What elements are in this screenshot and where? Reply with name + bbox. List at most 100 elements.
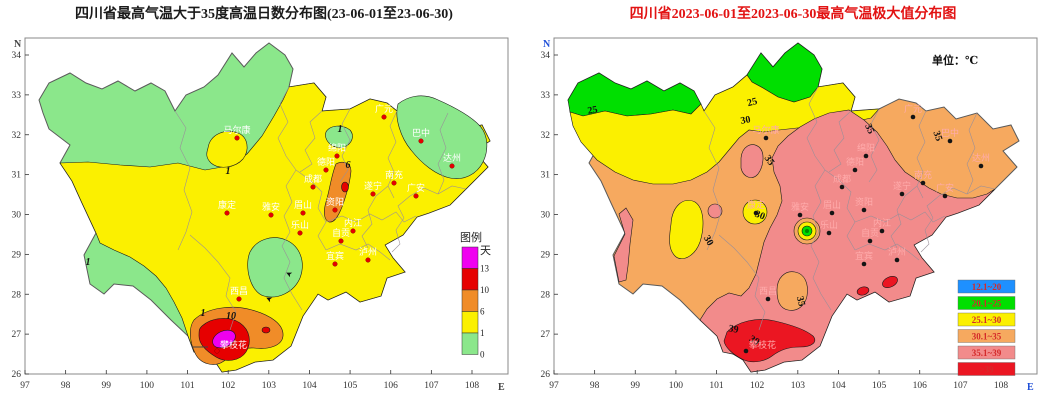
city-dot	[334, 153, 340, 159]
y-tick-label: 27	[541, 330, 551, 340]
emei-cool-spot	[793, 217, 821, 245]
city-dot	[332, 207, 338, 213]
right-x-axis: 97 98 99 100 101 102 103 104 105 106 107 108	[549, 370, 1008, 391]
city-label: 达州	[972, 152, 990, 163]
temperature-unit-label: 单位：℃	[932, 53, 978, 67]
left-contour-labels: 1 1 1 1 6 10 ➤ ➤	[86, 124, 351, 322]
y-tick-label: 30	[12, 211, 22, 221]
city-dot	[867, 238, 873, 244]
contour-label: 30	[740, 114, 752, 127]
y-tick-label: 28	[12, 290, 22, 300]
right-map-title: 四川省2023-06-01至2023-06-30最高气温极大值分布图	[630, 5, 957, 22]
city-label: 南充	[385, 169, 403, 180]
city-label: 成都	[304, 173, 322, 184]
x-tick-label: 104	[302, 381, 317, 391]
city-label: 雅安	[791, 201, 809, 212]
city-dot	[765, 296, 771, 302]
city-dot	[370, 191, 376, 197]
legend-range-label: 35.1~39	[972, 348, 1002, 358]
left-compass-east: E	[498, 382, 505, 393]
city-dot	[743, 348, 749, 354]
contour-label: 30	[701, 234, 716, 248]
legend-swatch	[957, 329, 1016, 343]
right-compass-east: E	[1027, 382, 1034, 393]
x-tick-label: 105	[343, 381, 358, 391]
y-tick-label: 27	[12, 330, 22, 340]
legend-swatch	[957, 279, 1016, 294]
city-dot	[899, 191, 905, 197]
x-tick-label: 100	[669, 381, 684, 391]
city-dot	[861, 261, 867, 267]
x-tick-label: 97	[549, 381, 559, 391]
city-label: 广元	[375, 103, 393, 114]
city-label: 内江	[873, 217, 891, 228]
city-label: 达州	[443, 152, 461, 163]
city-dot	[449, 163, 455, 169]
legend-range-label: 25.1~30	[972, 315, 1002, 325]
city-label: 遂宁	[893, 180, 911, 191]
city-dot	[920, 180, 926, 186]
city-dot	[894, 257, 900, 263]
right-map-frame	[553, 37, 1038, 375]
city-label: 康定	[218, 199, 236, 210]
x-tick-label: 104	[831, 381, 846, 391]
contour-label: 39	[747, 334, 761, 349]
left-compass-north: N	[14, 39, 22, 50]
y-tick-label: 30	[541, 211, 551, 221]
x-tick-label: 106	[913, 381, 928, 391]
city-label: 马尔康	[752, 124, 779, 135]
contour-label: 35	[930, 130, 944, 143]
contour-label: 25	[746, 96, 759, 109]
city-label: 西昌	[759, 286, 777, 296]
x-tick-label: 103	[791, 381, 806, 391]
city-label: 遂宁	[364, 180, 382, 191]
legend-value: 1	[480, 328, 485, 338]
city-dot	[826, 230, 832, 236]
city-dot	[214, 348, 220, 354]
right-map-drawing	[567, 42, 1020, 373]
city-dot	[942, 193, 948, 199]
legend-swatch	[461, 268, 479, 291]
city-dot	[861, 207, 867, 213]
x-tick-label: 99	[631, 381, 641, 391]
city-dot	[391, 180, 397, 186]
right-legend: 12.1~20 20.1~25 25.1~30 30.1~35 35.1~39 >39	[957, 279, 1016, 376]
city-label: 广安	[936, 182, 954, 193]
legend-range-label: 20.1~25	[972, 299, 1002, 309]
legend-swatch	[461, 311, 479, 334]
city-dot	[300, 210, 306, 216]
city-label: 眉山	[294, 200, 312, 210]
legend-value: 13	[480, 264, 490, 274]
legend-swatch	[957, 345, 1016, 360]
city-label: 攀枝花	[749, 339, 776, 350]
city-label: 宜宾	[855, 250, 873, 261]
y-tick-label: 29	[12, 250, 22, 260]
city-label: 巴中	[412, 127, 430, 138]
x-tick-label: 100	[140, 381, 155, 391]
left-legend-unit: 天	[480, 245, 491, 257]
x-tick-label: 98	[61, 381, 71, 391]
panel-max-temp-map: 四川省2023-06-01至2023-06-30最高气温极大值分布图 N E 单…	[529, 0, 1058, 417]
city-dot	[863, 153, 869, 159]
city-label: 康定	[747, 199, 765, 210]
contour-label: 1	[86, 257, 91, 268]
city-dot	[350, 228, 356, 234]
x-tick-label: 102	[750, 381, 765, 391]
left-map-title: 四川省最高气温大于35度高温日数分布图(23-06-01至23-06-30)	[75, 5, 453, 22]
contour-label: 1	[338, 124, 343, 135]
left-y-axis: 34 33 32 31 30 29 28 27 26	[12, 51, 29, 380]
left-map-drawing	[38, 42, 491, 373]
city-label: 内江	[344, 217, 362, 228]
city-dot	[839, 184, 845, 190]
city-dot	[753, 210, 759, 216]
city-label: 马尔康	[223, 124, 250, 135]
city-label: 乐山	[291, 219, 309, 230]
contour-arrow-icon: ➤	[264, 293, 274, 304]
city-dot	[879, 228, 885, 234]
city-label: 巴中	[941, 127, 959, 138]
